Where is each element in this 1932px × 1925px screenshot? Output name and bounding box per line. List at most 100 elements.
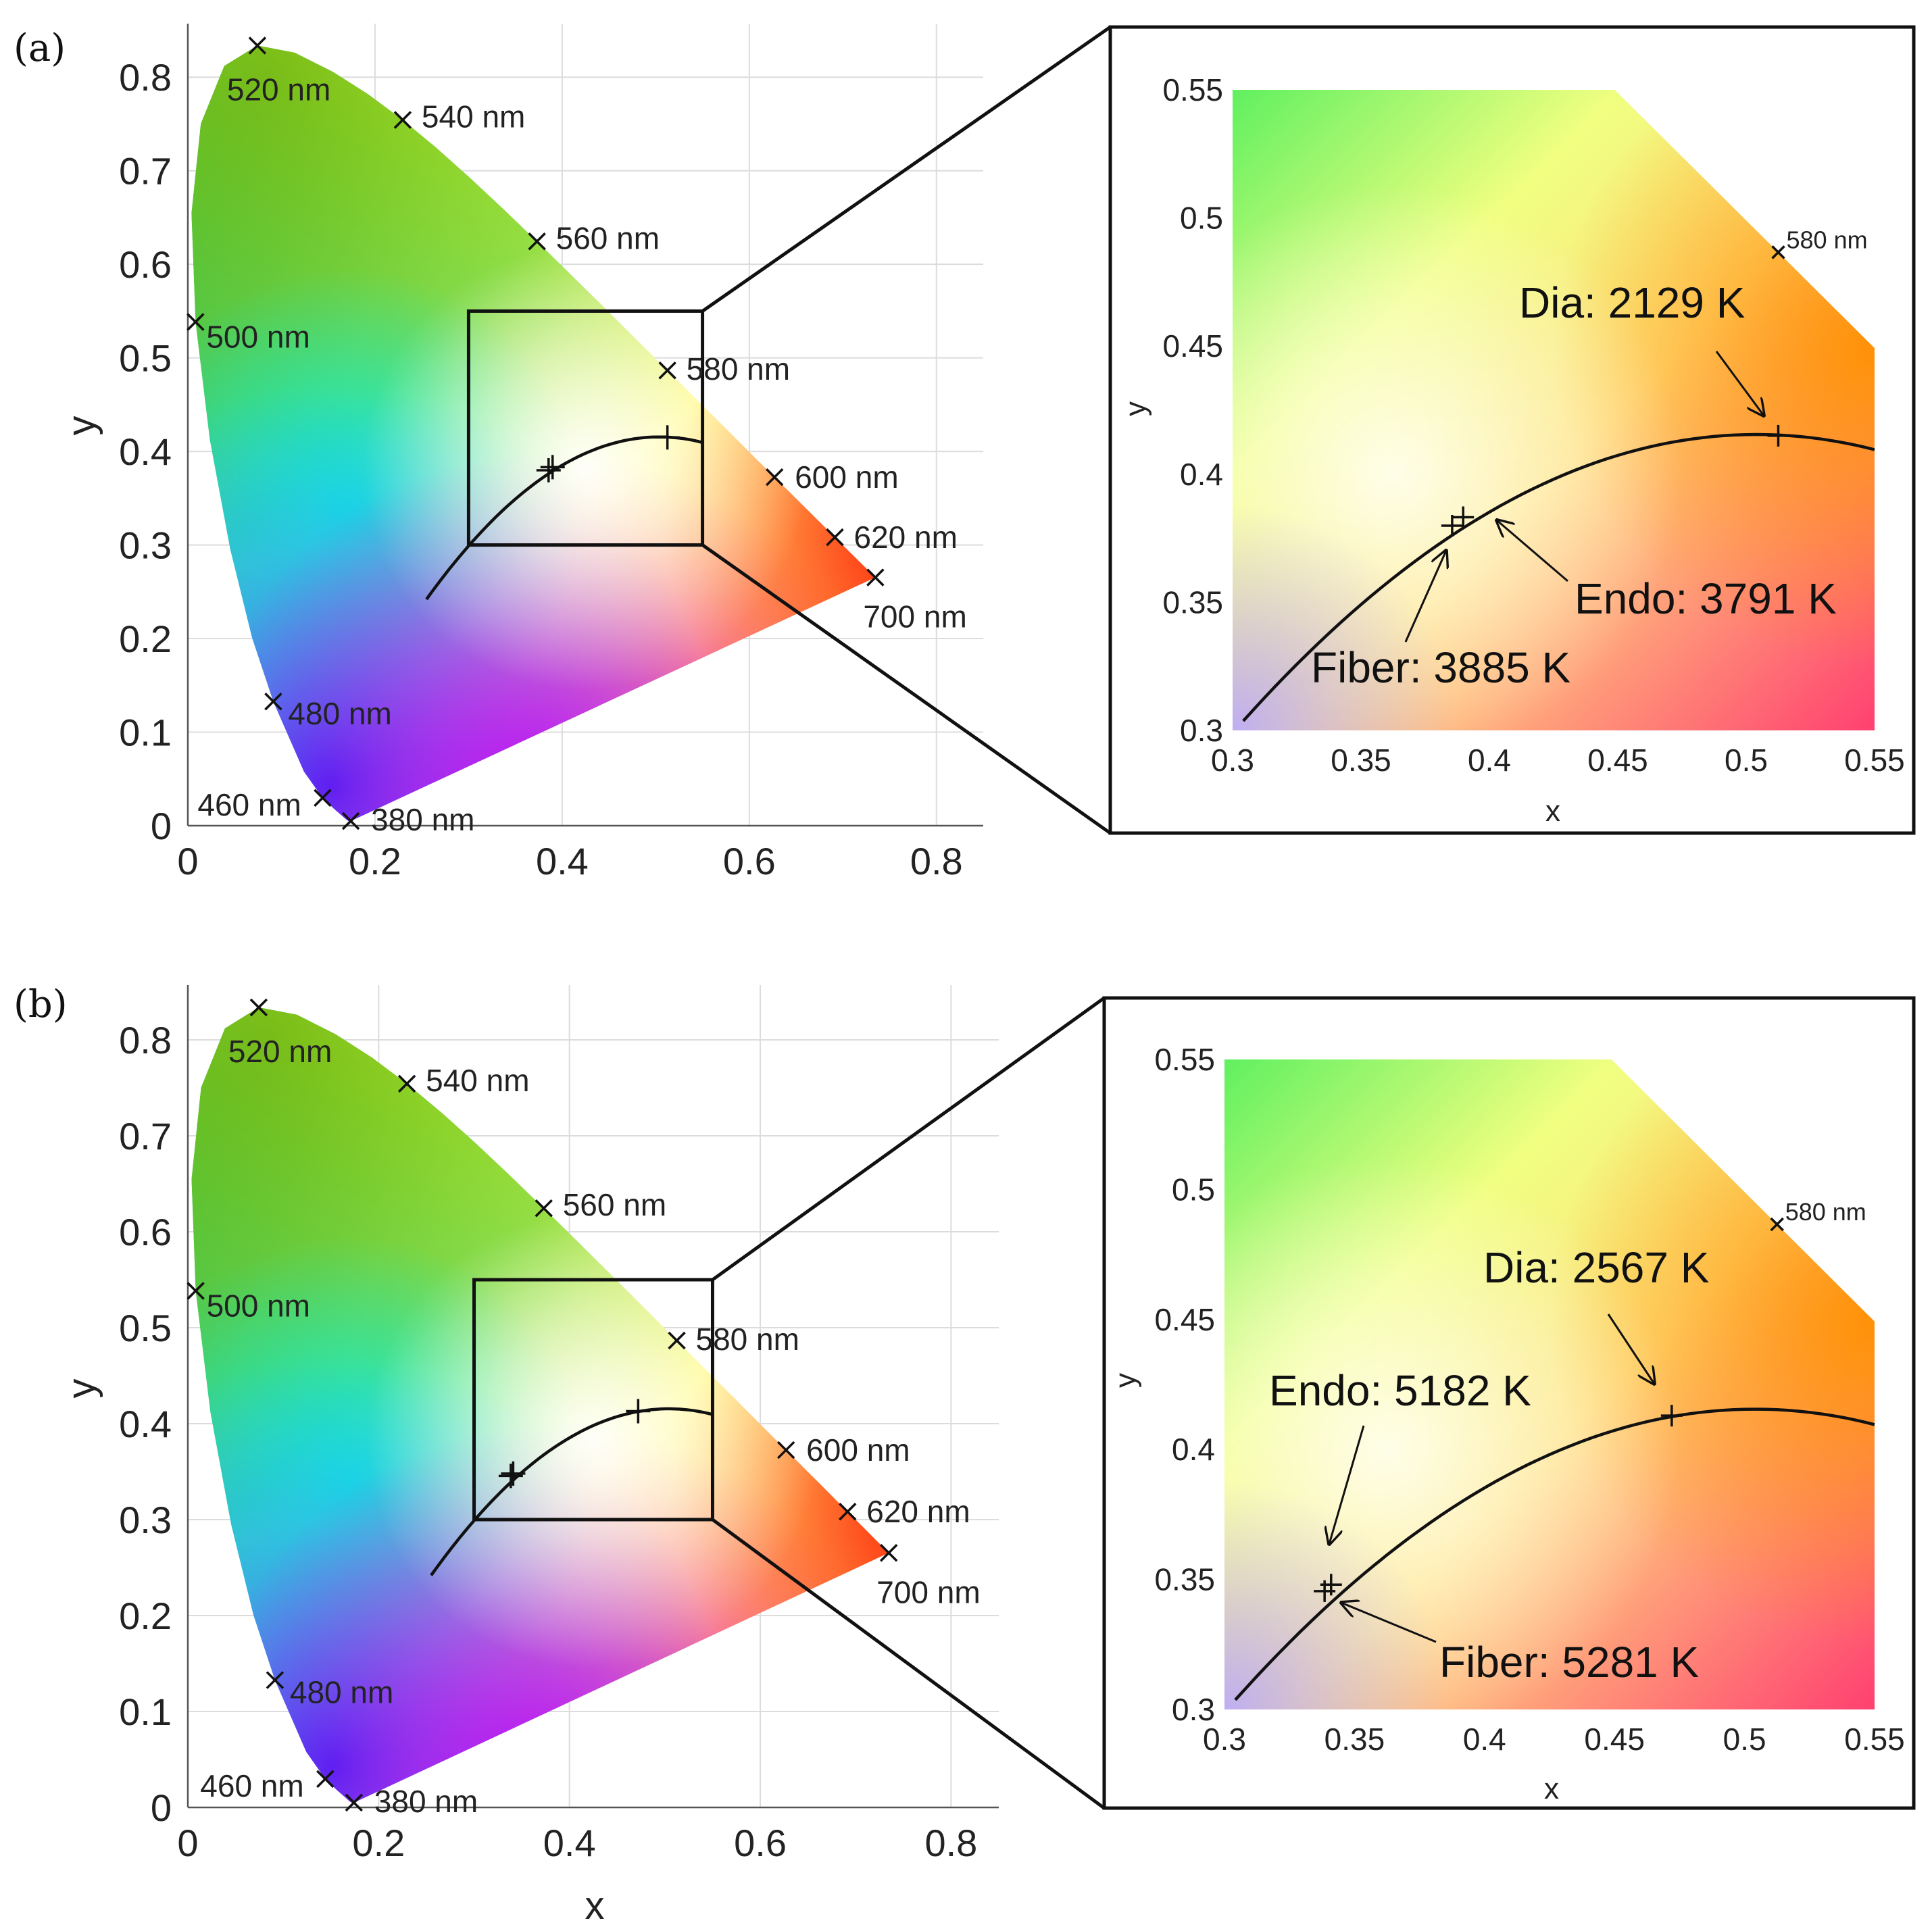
wavelength-marker: 580 nm (668, 1322, 799, 1357)
wavelength-label: 620 nm (854, 520, 958, 555)
y-tick-label: 0.35 (1154, 1562, 1215, 1597)
wavelength-marker: 460 nm (197, 787, 332, 822)
wavelength-label: 480 nm (290, 1675, 393, 1710)
wavelength-label: 540 nm (426, 1063, 529, 1098)
zoom-frame (1108, 25, 1916, 835)
annotation-endo: Endo: 5182 K (1269, 1366, 1531, 1544)
wavelength-marker: 700 nm (863, 568, 967, 634)
x-tick-label: 0 (177, 840, 198, 882)
annotation-arrow (1607, 1314, 1654, 1384)
plot-a-zoom: 580 nm Dia: 2129 K Endo: 3791 K Fiber: 3885… (1108, 25, 1916, 835)
y-axis-label: y (59, 416, 103, 436)
x-tick-label: 0.45 (1587, 743, 1648, 778)
wavelength-label: 540 nm (422, 99, 525, 134)
wavelength-label: 600 nm (806, 1432, 910, 1468)
y-tick-label: 0.5 (119, 1307, 172, 1349)
marker-x (314, 789, 332, 807)
point-endo (1320, 1574, 1342, 1596)
x-axis-label: x (1544, 1772, 1559, 1805)
point-dia (1660, 1405, 1683, 1427)
y-tick-label: 0.45 (1154, 1302, 1215, 1337)
annotation-label: Fiber: 3885 K (1311, 643, 1570, 692)
annotation-fiber: Fiber: 5281 K (1341, 1603, 1699, 1686)
y-tick-label: 0.55 (1154, 1042, 1215, 1077)
annotation-label: Dia: 2567 K (1483, 1243, 1709, 1292)
marker-x (341, 811, 360, 830)
wavelength-label: 580 nm (696, 1322, 799, 1357)
x-tick-label: 0.6 (723, 840, 776, 882)
annotation-label: Dia: 2129 K (1519, 278, 1745, 327)
marker-x (826, 528, 844, 547)
marker-x (1770, 1217, 1784, 1232)
wavelength-label: 520 nm (228, 1034, 332, 1069)
wavelength-marker: 580 nm (1770, 1198, 1866, 1232)
annotation-arrow (1404, 551, 1446, 643)
zoom-connector (701, 25, 1112, 313)
x-axis-label: x (585, 1884, 605, 1925)
wavelength-marker: 380 nm (341, 802, 475, 837)
x-axis-label: x (1545, 795, 1560, 828)
x-tick-label: 0.2 (352, 1822, 405, 1864)
point-dia (626, 1399, 651, 1424)
wavelength-marker: 560 nm (528, 220, 660, 255)
y-tick-label: 0.4 (1180, 457, 1223, 492)
zoom-box (472, 1278, 714, 1522)
annotation-fiber: Fiber: 3885 K (1311, 551, 1570, 692)
marker-x (248, 36, 267, 55)
annotation-arrow (1715, 351, 1764, 416)
wavelength-label: 500 nm (207, 1288, 310, 1323)
x-tick-label: 0.8 (910, 840, 963, 882)
y-tick-label: 0.3 (119, 524, 172, 567)
marker-x (266, 1671, 284, 1689)
y-axis-label: y (59, 1379, 103, 1399)
wavelength-label: 480 nm (288, 696, 391, 731)
zoom-frame (1102, 996, 1916, 1810)
y-tick-label: 0.1 (119, 711, 172, 754)
y-tick-label: 0.5 (1172, 1172, 1215, 1207)
wavelength-label: 600 nm (795, 459, 898, 495)
x-tick-label: 0.3 (1203, 1722, 1246, 1757)
point-endo (1452, 506, 1475, 528)
wavelength-label: 560 nm (563, 1187, 666, 1222)
marker-x (1771, 245, 1785, 259)
x-tick-label: 0.2 (349, 840, 401, 882)
marker-x (879, 1544, 898, 1562)
y-tick-label: 0.5 (1180, 201, 1223, 236)
y-tick-label: 0.6 (119, 243, 172, 286)
wavelength-marker: 540 nm (397, 1063, 530, 1098)
wavelength-marker: 380 nm (345, 1784, 478, 1819)
x-tick-label: 0.8 (924, 1822, 977, 1864)
y-tick-label: 0.2 (119, 1595, 172, 1637)
y-tick-label: 0 (151, 1786, 172, 1829)
marker-x (668, 1331, 686, 1350)
wavelength-marker: 700 nm (876, 1544, 981, 1609)
wavelength-marker: 500 nm (187, 313, 310, 354)
wavelength-marker: 580 nm (1771, 226, 1868, 259)
x-tick-label: 0.4 (536, 840, 589, 882)
y-tick-label: 0.3 (119, 1499, 172, 1541)
annotation-arrow (1341, 1603, 1437, 1643)
planckian-locus (1234, 1407, 1875, 1701)
annotation-endo: Endo: 3791 K (1497, 520, 1837, 623)
y-axis-label: y (1119, 401, 1152, 416)
zoom-connector (701, 543, 1112, 835)
y-tick-label: 0.5 (119, 337, 172, 380)
plot-b-main: 380 nm 460 nm 480 nm 500 nm 520 nm 540 nm 560 … (14, 982, 1106, 1925)
wavelength-label: 520 nm (227, 72, 330, 107)
wavelength-label: 380 nm (374, 1784, 478, 1819)
y-tick-label: 0.8 (119, 56, 172, 99)
zoom-box (466, 309, 705, 547)
point-dia (1767, 424, 1789, 447)
x-tick-label: 0.4 (1468, 743, 1511, 778)
marker-x (316, 1770, 335, 1789)
marker-x (187, 1282, 205, 1300)
y-tick-label: 0.7 (119, 1115, 172, 1157)
y-tick-label: 0.35 (1162, 584, 1223, 620)
zoom-connector (711, 1518, 1106, 1810)
planckian-locus (430, 1407, 714, 1576)
x-tick-label: 0.4 (1463, 1722, 1506, 1757)
point-fiber (1441, 515, 1463, 537)
y-tick-label: 0.3 (1180, 713, 1223, 748)
wavelength-label: 700 nm (863, 599, 966, 634)
